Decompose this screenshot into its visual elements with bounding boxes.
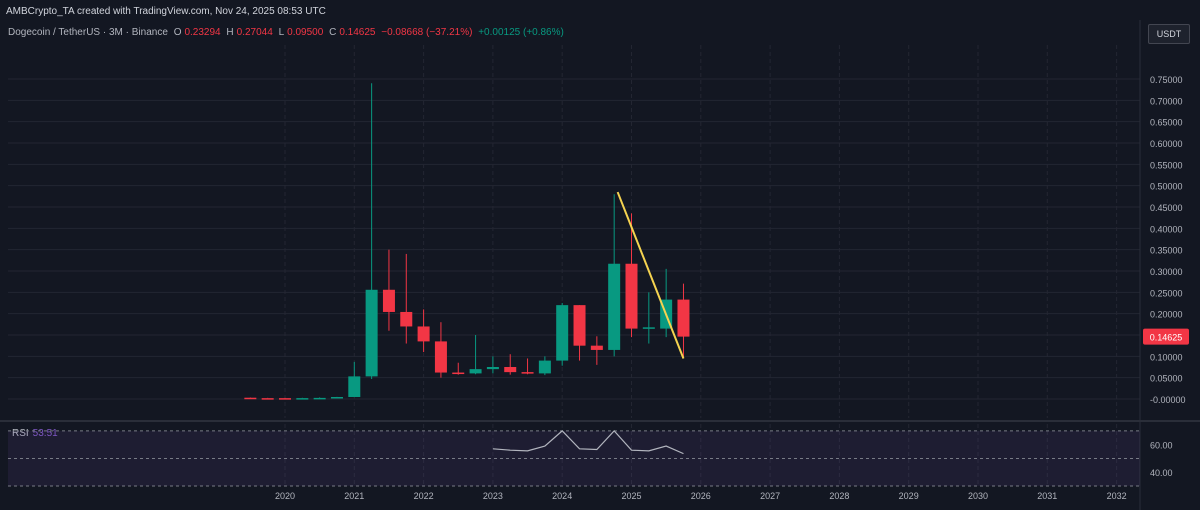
price-axis[interactable]: -0.000000.050000.100000.150000.200000.25… <box>1150 75 1186 405</box>
time-tick-label: 2025 <box>621 491 641 501</box>
trendline[interactable] <box>616 191 685 359</box>
candle-body <box>434 341 447 373</box>
candle-body <box>365 289 378 377</box>
candles <box>244 83 690 400</box>
time-axis[interactable]: 2020 2021 2022 2023 2024 2025 2026 2027 2028 2029… <box>275 491 1127 501</box>
candle-body <box>677 299 690 337</box>
candle-body <box>625 263 638 329</box>
low-label: L <box>278 27 285 38</box>
rsi-value: 53.51 <box>33 428 58 439</box>
price-tick-label: 0.55000 <box>1150 160 1183 170</box>
price-tick-label: 0.70000 <box>1150 96 1183 106</box>
candle-body <box>590 345 603 350</box>
price-tick-label: 0.10000 <box>1150 352 1183 362</box>
candle-body <box>382 289 395 312</box>
time-tick-label: 2021 <box>344 491 364 501</box>
candle-body <box>608 263 621 350</box>
time-tick-label: 2020 <box>275 491 295 501</box>
price-tick-label: 0.75000 <box>1150 75 1183 85</box>
price-tick-label: -0.00000 <box>1150 395 1186 405</box>
time-tick-label: 2026 <box>691 491 711 501</box>
candle-body <box>521 372 534 374</box>
chart-caption: AMBCrypto_TA created with TradingView.co… <box>6 6 326 17</box>
rsi-label[interactable]: RSI <box>12 428 29 439</box>
price-tick-label: 0.35000 <box>1150 246 1183 256</box>
candle-body <box>642 327 655 329</box>
symbol-ohlc-line: Dogecoin / TetherUS · 3M · Binance O 0.23… <box>8 27 567 38</box>
last-price-label: 0.14625 <box>1150 333 1183 343</box>
high-label: H <box>226 27 234 38</box>
candle-body <box>452 372 465 375</box>
candle-body <box>330 396 343 399</box>
candle-body <box>348 376 361 397</box>
rsi-tick-label: 60.00 <box>1150 441 1173 451</box>
candle-body <box>400 311 413 327</box>
time-tick-label: 2029 <box>899 491 919 501</box>
price-tick-label: 0.25000 <box>1150 288 1183 298</box>
price-tick-label: 0.05000 <box>1150 374 1183 384</box>
open-label: O <box>173 27 182 38</box>
candle-body <box>556 305 569 361</box>
time-tick-label: 2032 <box>1107 491 1127 501</box>
rsi-tick-label: 40.00 <box>1150 468 1173 478</box>
candle-body <box>504 367 517 373</box>
price-tick-label: 0.20000 <box>1150 310 1183 320</box>
price-tick-label: 0.45000 <box>1150 203 1183 213</box>
candle-body <box>417 326 430 342</box>
grid-lines <box>8 45 1140 486</box>
candle-body <box>573 305 586 346</box>
trendline-segment <box>616 191 685 359</box>
time-tick-label: 2022 <box>414 491 434 501</box>
rsi-legend: RSI 53.51 <box>12 428 58 439</box>
change-value: −0.08668 (−37.21%) <box>381 27 473 38</box>
last-price-badge <box>1143 328 1189 345</box>
price-tick-label: 0.40000 <box>1150 224 1183 234</box>
price-tick-label: 0.50000 <box>1150 182 1183 192</box>
time-tick-label: 2023 <box>483 491 503 501</box>
price-tick-label: 0.60000 <box>1150 139 1183 149</box>
time-tick-label: 2031 <box>1037 491 1057 501</box>
candle-body <box>313 397 326 400</box>
candle-body <box>486 367 499 370</box>
pane-separators <box>0 20 1200 510</box>
candle-body <box>469 369 482 374</box>
close-label: C <box>329 27 337 38</box>
high-value: 0.27044 <box>236 27 273 38</box>
candle-body <box>261 398 274 400</box>
extra-change-value: +0.00125 (+0.86%) <box>478 27 564 38</box>
time-tick-label: 2030 <box>968 491 988 501</box>
close-value: 0.14625 <box>339 27 376 38</box>
candle-body <box>279 398 291 400</box>
currency-button[interactable]: USDT <box>1148 24 1190 44</box>
rsi-line <box>492 429 684 455</box>
low-value: 0.09500 <box>287 27 324 38</box>
candle-body <box>296 398 309 400</box>
last-price-marker: 0.14625 <box>1143 328 1189 345</box>
price-tick-label: 0.65000 <box>1150 118 1183 128</box>
rsi-pane: 60.00 40.00 <box>8 429 1173 487</box>
symbol-title[interactable]: Dogecoin / TetherUS · 3M · Binance <box>8 27 168 38</box>
time-tick-label: 2027 <box>760 491 780 501</box>
candle-body <box>538 360 551 374</box>
open-value: 0.23294 <box>184 27 221 38</box>
time-tick-label: 2028 <box>829 491 849 501</box>
price-tick-label: 0.30000 <box>1150 267 1183 277</box>
candle-body <box>244 397 257 400</box>
time-tick-label: 2024 <box>552 491 572 501</box>
